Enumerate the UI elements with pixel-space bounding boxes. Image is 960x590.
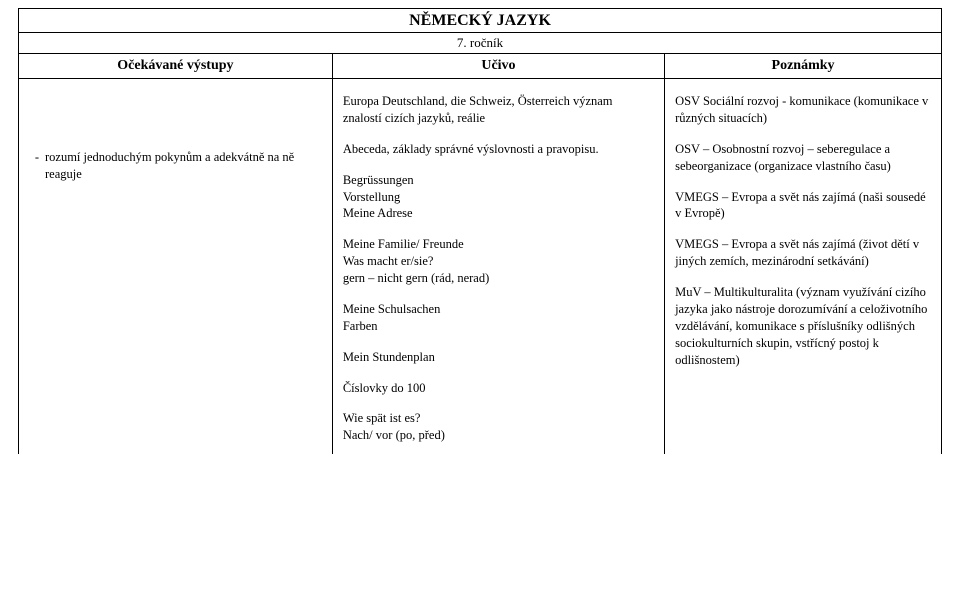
poznamky-block-4: MuV – Multikulturalita (význam využívání… — [675, 284, 931, 368]
ucivo-line: Meine Familie/ Freunde — [343, 236, 654, 253]
poznamky-line: VMEGS – Evropa a svět nás zajímá (naši s… — [675, 189, 931, 223]
ucivo-line: Was macht er/sie? — [343, 253, 654, 270]
ucivo-line: Abeceda, základy správné výslovnosti a p… — [343, 141, 654, 158]
ucivo-line: Wie spät ist es? — [343, 410, 654, 427]
outcome-text: rozumí jednoduchým pokynům a adekvátně n… — [45, 149, 322, 183]
bullet-dash: - — [29, 149, 45, 166]
title-row: NĚMECKÝ JAZYK — [19, 9, 942, 33]
ucivo-block-1: Europa Deutschland, die Schweiz, Österre… — [343, 93, 654, 127]
ucivo-line: Nach/ vor (po, před) — [343, 427, 654, 444]
ucivo-line: Meine Adrese — [343, 205, 654, 222]
ucivo-line: gern – nicht gern (rád, nerad) — [343, 270, 654, 287]
ucivo-line: Vorstellung — [343, 189, 654, 206]
outcome-item: - rozumí jednoduchým pokynům a adekvátně… — [29, 149, 322, 183]
ucivo-block-6: Číslovky do 100 — [343, 380, 654, 397]
header-col1: Očekávané výstupy — [19, 54, 333, 79]
spacer — [675, 175, 931, 189]
body-col1: - rozumí jednoduchým pokynům a adekvátně… — [19, 79, 333, 455]
ucivo-line: Begrüssungen — [343, 172, 654, 189]
ucivo-line: Farben — [343, 318, 654, 335]
title-cell: NĚMECKÝ JAZYK — [19, 9, 942, 33]
poznamky-block-2: OSV – Osobnostní rozvoj – seberegulace a… — [675, 141, 931, 223]
header-row: Očekávané výstupy Učivo Poznámky — [19, 54, 942, 79]
ucivo-block-5: Mein Stundenplan — [343, 349, 654, 366]
body-row: - rozumí jednoduchým pokynům a adekvátně… — [19, 79, 942, 455]
header-col3: Poznámky — [665, 54, 942, 79]
spacer — [343, 158, 654, 172]
header-col2: Učivo — [332, 54, 664, 79]
poznamky-block-1: OSV Sociální rozvoj - komunikace (komuni… — [675, 93, 931, 127]
curriculum-table: NĚMECKÝ JAZYK 7. ročník Očekávané výstup… — [18, 8, 942, 454]
ucivo-block-2: Abeceda, základy správné výslovnosti a p… — [343, 141, 654, 223]
ucivo-block-3: Meine Familie/ Freunde Was macht er/sie?… — [343, 236, 654, 287]
poznamky-block-3: VMEGS – Evropa a svět nás zajímá (život … — [675, 236, 931, 270]
subtitle-row: 7. ročník — [19, 33, 942, 54]
ucivo-line: Meine Schulsachen — [343, 301, 654, 318]
poznamky-line: OSV – Osobnostní rozvoj – seberegulace a… — [675, 141, 931, 175]
ucivo-block-4: Meine Schulsachen Farben — [343, 301, 654, 335]
ucivo-block-7: Wie spät ist es? Nach/ vor (po, před) — [343, 410, 654, 444]
body-col3: OSV Sociální rozvoj - komunikace (komuni… — [665, 79, 942, 455]
document-page: NĚMECKÝ JAZYK 7. ročník Očekávané výstup… — [0, 0, 960, 454]
body-col2: Europa Deutschland, die Schweiz, Österre… — [332, 79, 664, 455]
subtitle-cell: 7. ročník — [19, 33, 942, 54]
